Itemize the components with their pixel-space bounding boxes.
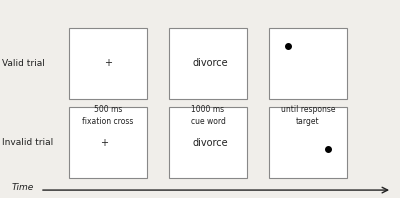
Text: 1000 ms
cue word: 1000 ms cue word bbox=[190, 105, 226, 126]
Text: Invalid trial: Invalid trial bbox=[2, 138, 53, 147]
Text: Valid trial: Valid trial bbox=[2, 59, 45, 68]
Bar bbox=[269, 107, 347, 178]
Bar bbox=[169, 107, 247, 178]
Text: divorce: divorce bbox=[192, 58, 228, 68]
Bar bbox=[69, 28, 147, 99]
Text: 500 ms
fixation cross: 500 ms fixation cross bbox=[82, 105, 134, 126]
Text: +: + bbox=[104, 58, 112, 68]
Bar bbox=[69, 107, 147, 178]
Bar bbox=[269, 28, 347, 99]
Text: until response
target: until response target bbox=[281, 105, 335, 126]
Text: divorce: divorce bbox=[192, 138, 228, 148]
Text: +: + bbox=[100, 138, 108, 148]
Bar bbox=[169, 28, 247, 99]
Text: Time: Time bbox=[12, 183, 34, 192]
